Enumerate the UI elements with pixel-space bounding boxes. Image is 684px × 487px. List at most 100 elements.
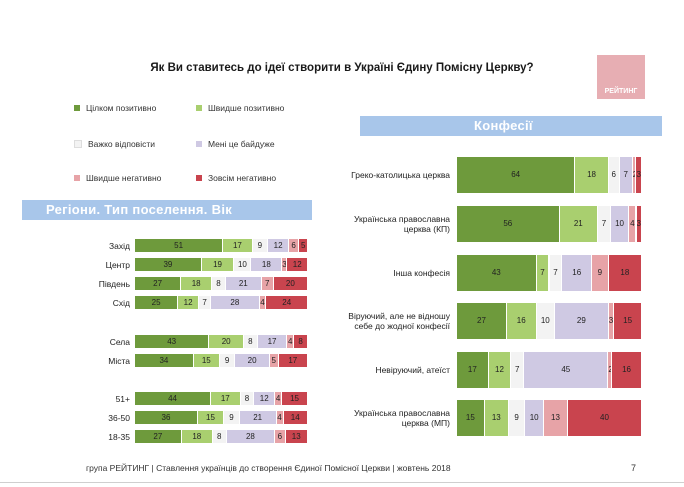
bar-segment: 20 (273, 277, 307, 290)
data-label: 17 (232, 241, 242, 250)
category-label-line: церква (МП) (401, 418, 450, 428)
bar-segment: 27 (135, 430, 181, 443)
confessions-section-title: Конфесії (474, 118, 533, 133)
legend-item: Важко відповісти (74, 139, 155, 149)
bar-segment: 14 (283, 411, 307, 424)
bar-segment: 6 (608, 157, 619, 193)
legend-item: Цілком позитивно (74, 103, 156, 113)
bar-segment: 29 (555, 303, 608, 339)
bar-segment: 51 (135, 239, 223, 252)
legend-label: Швидше позитивно (208, 103, 285, 113)
bar-segment: 13 (285, 430, 307, 443)
bar-segment: 8 (240, 392, 254, 405)
data-label: 4 (287, 337, 293, 346)
data-label: 15 (465, 413, 475, 422)
bar-segment: 6 (275, 430, 285, 443)
category-label-line: Українська православна (354, 214, 450, 224)
data-label: 17 (220, 394, 230, 403)
bar-segment: 64 (457, 157, 575, 193)
data-label: 13 (551, 413, 560, 422)
data-label: 3 (636, 219, 641, 228)
bar-segment: 5 (269, 354, 278, 367)
bar-segment: 21 (559, 206, 598, 242)
bar-segment: 6 (288, 239, 299, 252)
bar-segment: 27 (135, 277, 181, 290)
data-label: 13 (291, 432, 301, 441)
category-label: 51+ (40, 394, 130, 404)
bar-segment: 24 (266, 296, 307, 309)
bar-segment: 19 (201, 258, 234, 271)
category-label-line: Віруючий, але не відношу (348, 311, 450, 321)
data-label: 16 (572, 268, 582, 277)
data-label: 51 (174, 241, 184, 250)
category-label-line: 18-35 (108, 431, 130, 442)
data-label: 2 (608, 365, 612, 374)
data-label: 15 (623, 316, 633, 325)
data-label: 45 (561, 365, 571, 374)
data-label: 15 (206, 413, 215, 422)
data-label: 4 (630, 219, 635, 228)
data-label: 20 (247, 356, 257, 365)
bar-segment: 16 (562, 255, 592, 291)
bar-segment: 39 (135, 258, 201, 271)
data-label: 21 (573, 219, 583, 228)
category-label: Схід (40, 298, 130, 308)
data-label: 56 (503, 219, 513, 228)
bar-segment: 15 (457, 400, 484, 436)
bar-segment: 12 (178, 296, 198, 309)
data-label: 27 (153, 432, 163, 441)
category-label: Міста (40, 356, 130, 366)
bar-segment: 9 (224, 411, 239, 424)
data-label: 13 (491, 413, 501, 422)
data-label: 2 (632, 170, 636, 179)
data-label: 17 (467, 365, 477, 374)
data-label: 7 (553, 268, 558, 277)
category-label-line: себе до жодної конфесії (354, 321, 450, 331)
legend-item: Зовсім негативно (196, 173, 276, 183)
category-label-line: 36-50 (108, 412, 130, 423)
data-label: 9 (257, 241, 263, 250)
category-label: Інша конфесія (300, 268, 450, 278)
bar-segment: 18 (575, 157, 608, 193)
bar-segment: 3 (636, 206, 641, 242)
bar-segment: 16 (506, 303, 536, 339)
category-label-line: Центр (105, 259, 130, 270)
data-label: 8 (298, 337, 303, 346)
data-label: 8 (217, 432, 222, 441)
bar-segment: 8 (212, 430, 226, 443)
category-label: Центр (40, 260, 130, 270)
category-label: Невіруючий, атеїст (300, 365, 450, 375)
data-label: 10 (529, 413, 539, 422)
bar-segment: 12 (488, 352, 511, 388)
category-label: Українська православна церква (КП) (300, 214, 450, 234)
category-label: Греко-католицька церква (300, 170, 450, 180)
footer-text: група РЕЙТИНГ | Ставлення українців до с… (86, 463, 451, 473)
legend-label: Швидше негативно (86, 173, 162, 183)
category-label-line: Схід (112, 297, 130, 308)
data-label: 29 (576, 316, 586, 325)
category-label: Південь (40, 279, 130, 289)
bar-segment: 10 (234, 258, 251, 271)
bar-segment: 56 (457, 206, 559, 242)
data-label: 14 (290, 413, 300, 422)
bar-segment: 8 (212, 277, 225, 290)
data-label: 43 (167, 337, 177, 346)
category-label: Віруючий, але не відношу себе до жодної к… (300, 311, 450, 331)
data-label: 18 (261, 260, 271, 269)
data-label: 64 (511, 170, 521, 179)
bar-segment: 18 (608, 255, 641, 291)
data-label: 21 (238, 279, 248, 288)
bar-segment: 43 (135, 335, 209, 348)
legend-label: Зовсім негативно (208, 173, 277, 183)
bar-segment: 16 (612, 352, 641, 388)
bar-segment: 3 (608, 303, 614, 339)
data-label: 44 (168, 394, 177, 403)
bar-segment: 15 (282, 392, 307, 405)
bar-segment: 10 (525, 400, 543, 436)
bar-segment: 15 (197, 411, 224, 424)
data-label: 7 (623, 170, 628, 179)
bar-segment: 34 (135, 354, 193, 367)
data-label: 15 (290, 394, 299, 403)
data-label: 20 (221, 337, 231, 346)
rating-logo: РЕЙТИНГ (597, 55, 645, 99)
